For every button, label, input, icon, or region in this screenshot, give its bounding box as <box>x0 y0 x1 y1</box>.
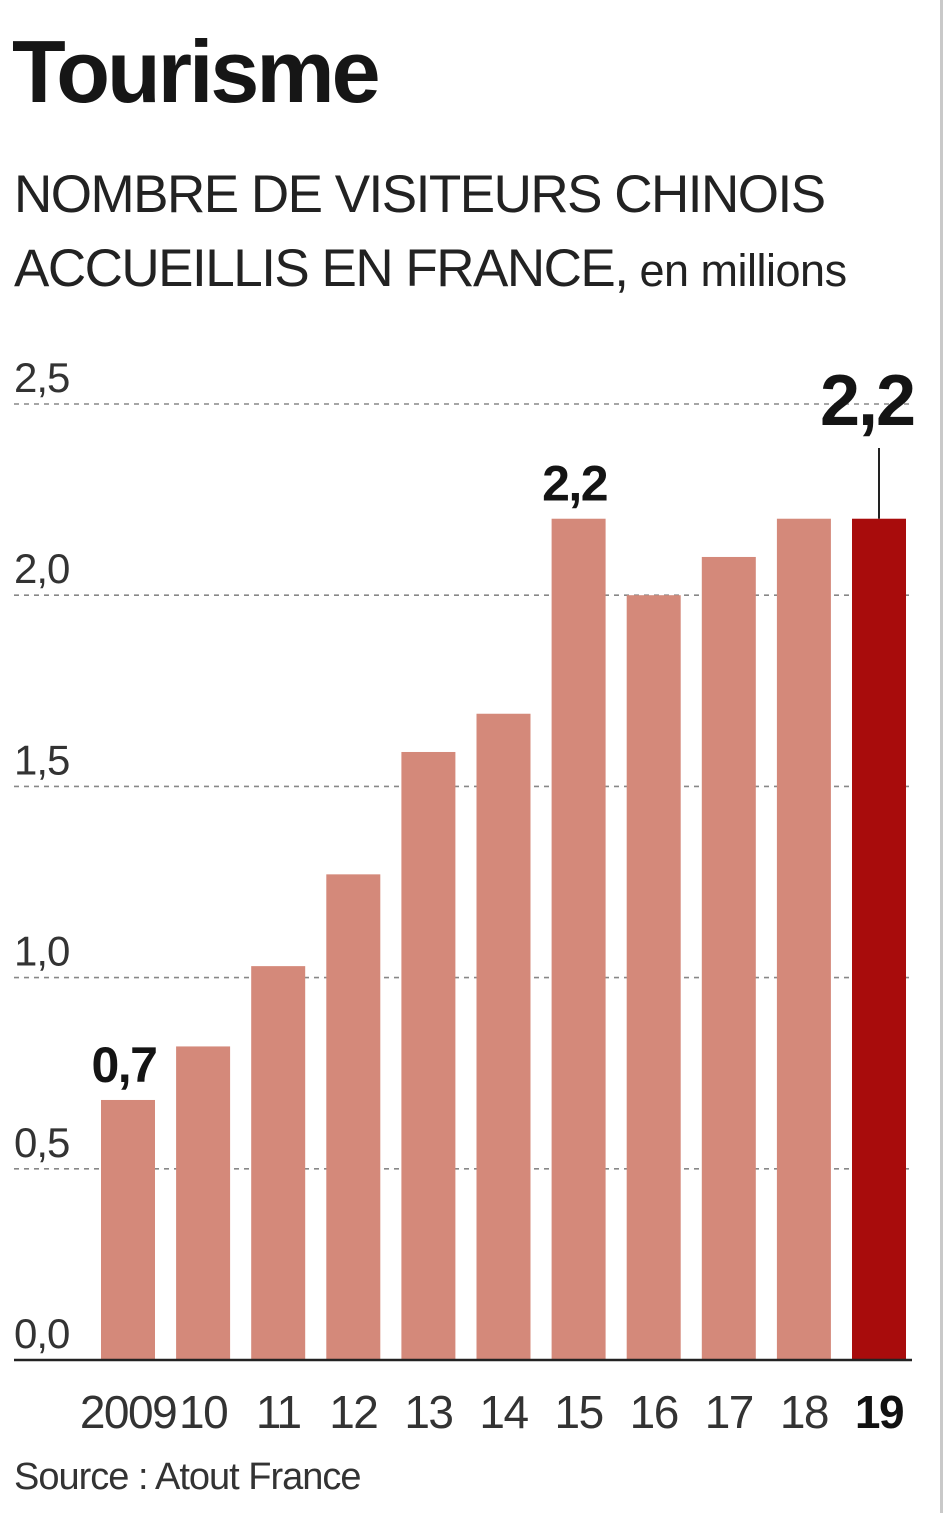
y-tick-label: 0,5 <box>14 1119 69 1166</box>
bar <box>476 713 531 1360</box>
y-tick-label: 2,0 <box>14 545 69 592</box>
y-tick-label: 1,0 <box>14 928 69 975</box>
y-tick-label: 0,0 <box>14 1310 69 1357</box>
subtitle-unit: en millions <box>627 245 847 296</box>
bar-chart: 0,0 0,5 1,0 1,5 2,0 2,5 2009 10 11 12 13 14 15 16 17 18… <box>14 354 916 1438</box>
bar <box>251 966 306 1360</box>
bar <box>776 518 831 1360</box>
source-note: Source : Atout France <box>14 1456 362 1498</box>
frame-edge <box>940 0 943 1513</box>
x-tick-label: 13 <box>404 1386 452 1438</box>
bar <box>551 518 606 1360</box>
x-tick-label: 2009 <box>80 1386 176 1438</box>
chart-subtitle: NOMBRE DE VISITEURS CHINOIS ACCUEILLIS E… <box>14 158 934 308</box>
bar <box>176 1046 231 1360</box>
bar <box>401 751 456 1360</box>
bar <box>701 556 756 1360</box>
x-tick-label: 16 <box>630 1386 678 1438</box>
y-tick-label: 2,5 <box>14 354 69 401</box>
bar <box>101 1099 155 1360</box>
data-label: 2,2 <box>542 456 607 512</box>
bar <box>326 874 381 1360</box>
chart-title: Tourisme <box>12 22 381 121</box>
x-tick-label: 11 <box>256 1386 301 1438</box>
subtitle-text: NOMBRE DE VISITEURS CHINOIS ACCUEILLIS E… <box>14 165 826 298</box>
x-tick-label: 10 <box>179 1386 227 1438</box>
x-tick-label: 15 <box>555 1386 603 1438</box>
x-tick-label: 14 <box>479 1386 528 1438</box>
x-tick-label: 17 <box>705 1386 753 1438</box>
x-tick-label: 18 <box>780 1386 828 1438</box>
x-tick-label: 19 <box>855 1386 903 1438</box>
bar-highlight <box>852 518 906 1360</box>
x-tick-label: 12 <box>329 1386 377 1438</box>
data-label: 0,7 <box>91 1037 156 1093</box>
bar <box>626 595 681 1360</box>
data-label: 2,2 <box>820 361 914 441</box>
y-tick-label: 1,5 <box>14 736 69 783</box>
